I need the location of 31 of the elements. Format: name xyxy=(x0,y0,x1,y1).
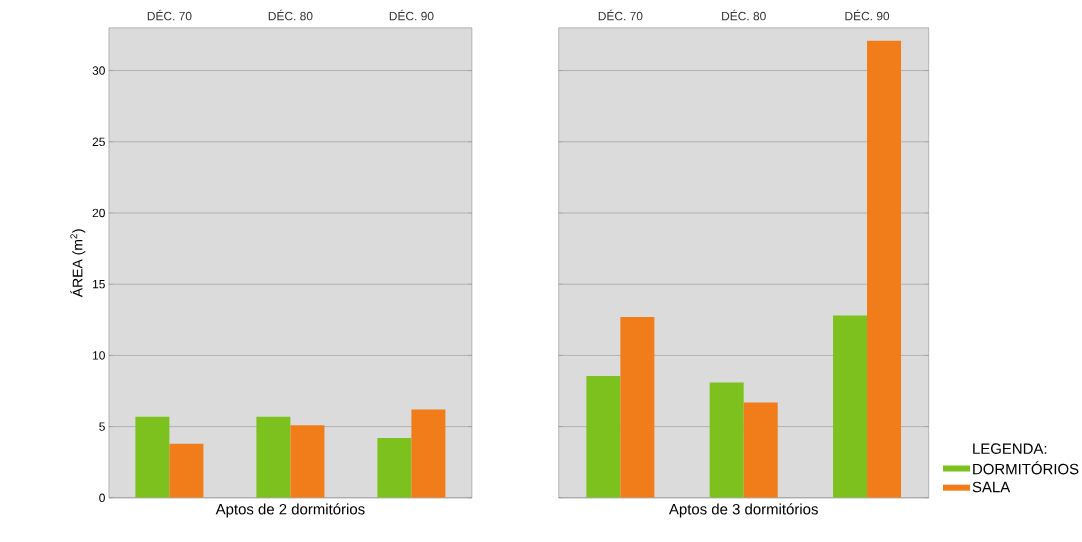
x-axis-title: Aptos de 3 dormitórios xyxy=(668,503,818,518)
x-tick-label: DÉC. 90 xyxy=(845,9,890,21)
legend-label: SALA xyxy=(972,481,1011,493)
y-tick-label: 30 xyxy=(92,66,105,75)
bar xyxy=(867,40,902,498)
y-tick-label: 15 xyxy=(93,280,105,289)
bar xyxy=(709,382,744,498)
bar xyxy=(743,402,778,498)
y-tick-label: 5 xyxy=(99,422,105,431)
bar xyxy=(411,409,446,498)
y-axis-title: ÁREA (m$^{2}$) xyxy=(70,229,86,298)
bar xyxy=(833,315,868,498)
bar xyxy=(377,438,412,498)
x-tick-label: DÉC. 80 xyxy=(268,9,313,21)
bar xyxy=(135,416,170,498)
x-tick-label: DÉC. 90 xyxy=(389,9,434,21)
y-tick-label: 20 xyxy=(92,208,105,218)
bar xyxy=(290,425,325,498)
bar xyxy=(256,416,291,498)
legend-label: DORMITÓRIOS xyxy=(973,461,1079,475)
bar xyxy=(620,316,655,498)
bar xyxy=(169,443,204,498)
x-tick-label: DÉC. 80 xyxy=(722,9,766,21)
x-axis-title: Aptos de 2 dormitórios xyxy=(215,503,365,518)
bar xyxy=(586,376,621,498)
x-tick-label: DÉC. 70 xyxy=(147,9,192,21)
y-tick-label: 10 xyxy=(93,351,105,360)
legend-title: LEGENDA: xyxy=(973,443,1047,454)
y-tick-label: 0 xyxy=(99,493,105,503)
y-tick-label: 25 xyxy=(92,137,105,146)
x-tick-label: DÉC. 70 xyxy=(598,9,643,21)
